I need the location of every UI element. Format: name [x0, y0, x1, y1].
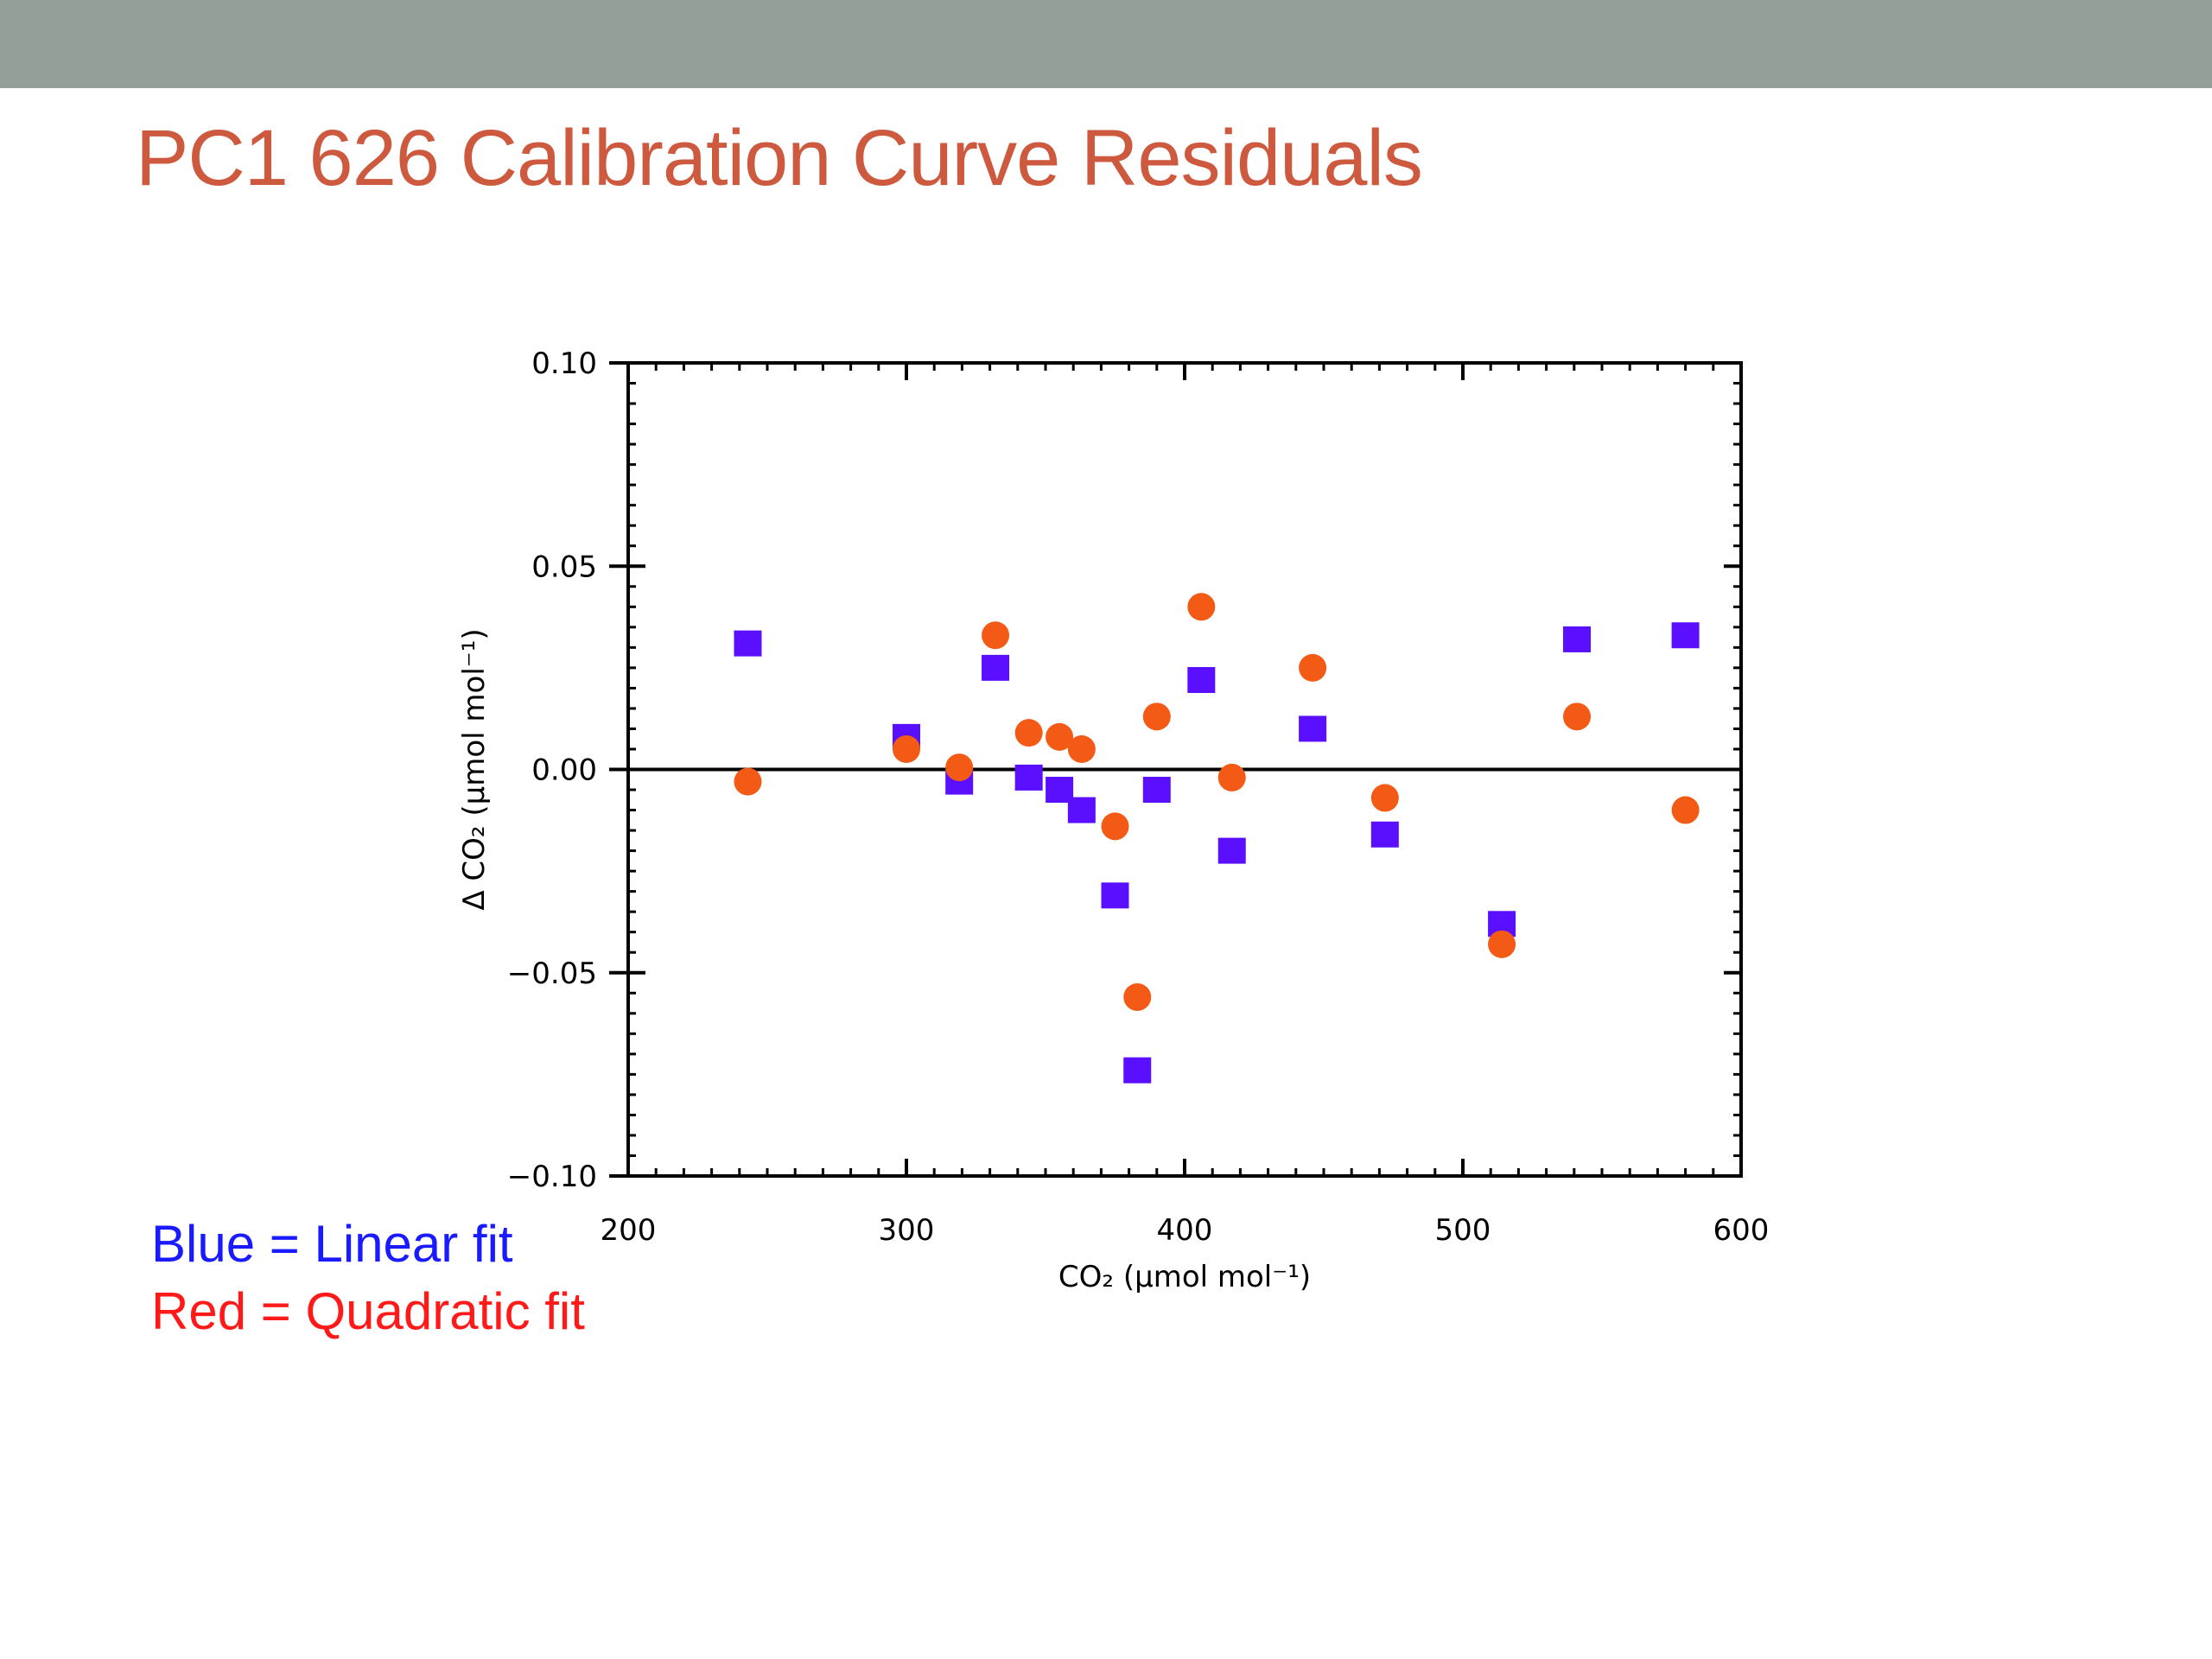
linear-fit-residual-point: [1014, 764, 1043, 791]
x-tick-label: 300: [879, 1213, 935, 1248]
data-points: [734, 593, 1700, 1084]
y-tick-label: 0.00: [531, 753, 597, 788]
quadratic-fit-residual-point: [1046, 722, 1074, 751]
x-tick-labels: 200 300 400 500 600: [601, 1213, 1770, 1248]
linear-fit-residual-point: [1067, 797, 1096, 823]
quadratic-fit-residual-point: [1101, 812, 1129, 841]
quadratic-fit-residual-point: [1299, 653, 1327, 682]
quadratic-fit-residual-point: [1217, 763, 1246, 791]
y-tick-label: −0.10: [507, 1160, 597, 1194]
linear-fit-residual-point: [1563, 626, 1592, 652]
x-tick-label: 200: [601, 1213, 657, 1248]
x-tick-label: 400: [1157, 1213, 1213, 1248]
y-tick-label: −0.05: [507, 957, 597, 991]
linear-fit-residual-point: [1101, 882, 1129, 909]
quadratic-fit-residual-point: [893, 734, 920, 763]
linear-fit-residual-point: [1123, 1057, 1152, 1084]
linear-fit-residual-point: [1671, 622, 1700, 649]
quadratic-fit-residual-point: [1014, 719, 1043, 747]
x-axis-label: CO₂ (μmol mol⁻¹): [1058, 1260, 1311, 1294]
linear-fit-residual-point: [1370, 821, 1399, 848]
quadratic-fit-residual-point: [1142, 702, 1171, 731]
y-tick-labels: 0.10 0.05 0.00 −0.05 −0.10: [507, 346, 597, 1194]
linear-fit-residual-point: [982, 654, 1010, 681]
quadratic-fit-residual-point: [945, 753, 974, 782]
legend-quadratic-fit: Red = Quadratic fit: [151, 1282, 585, 1340]
quadratic-fit-residual-point: [1563, 702, 1592, 731]
x-tick-label: 500: [1435, 1213, 1491, 1248]
y-tick-label: 0.10: [531, 346, 597, 381]
quadratic-fit-residual-point: [982, 621, 1010, 650]
quadratic-fit-residual-point: [1671, 796, 1700, 824]
quadratic-fit-residual-point: [1370, 784, 1399, 812]
linear-fit-residual-point: [1187, 666, 1216, 693]
title-bar-band: [0, 0, 2212, 88]
minor-ticks: [628, 363, 1741, 1176]
slide-title: PC1 626 Calibration Curve Residuals: [136, 114, 1423, 202]
linear-fit-residual-point: [1142, 777, 1171, 804]
linear-fit-residual-point: [1299, 715, 1327, 742]
x-tick-label: 600: [1713, 1213, 1770, 1248]
legend-linear-fit: Blue = Linear fit: [151, 1215, 513, 1273]
y-axis-label: Δ CO₂ (μmol mol⁻¹): [457, 628, 492, 910]
quadratic-fit-residual-point: [1123, 982, 1152, 1011]
linear-fit-residual-point: [1217, 837, 1246, 864]
quadratic-fit-residual-point: [1067, 734, 1096, 763]
quadratic-fit-residual-point: [1488, 930, 1516, 958]
quadratic-fit-residual-point: [734, 767, 762, 796]
quadratic-fit-residual-point: [1187, 593, 1216, 621]
y-tick-label: 0.05: [531, 550, 597, 584]
linear-fit-residual-point: [734, 630, 762, 657]
